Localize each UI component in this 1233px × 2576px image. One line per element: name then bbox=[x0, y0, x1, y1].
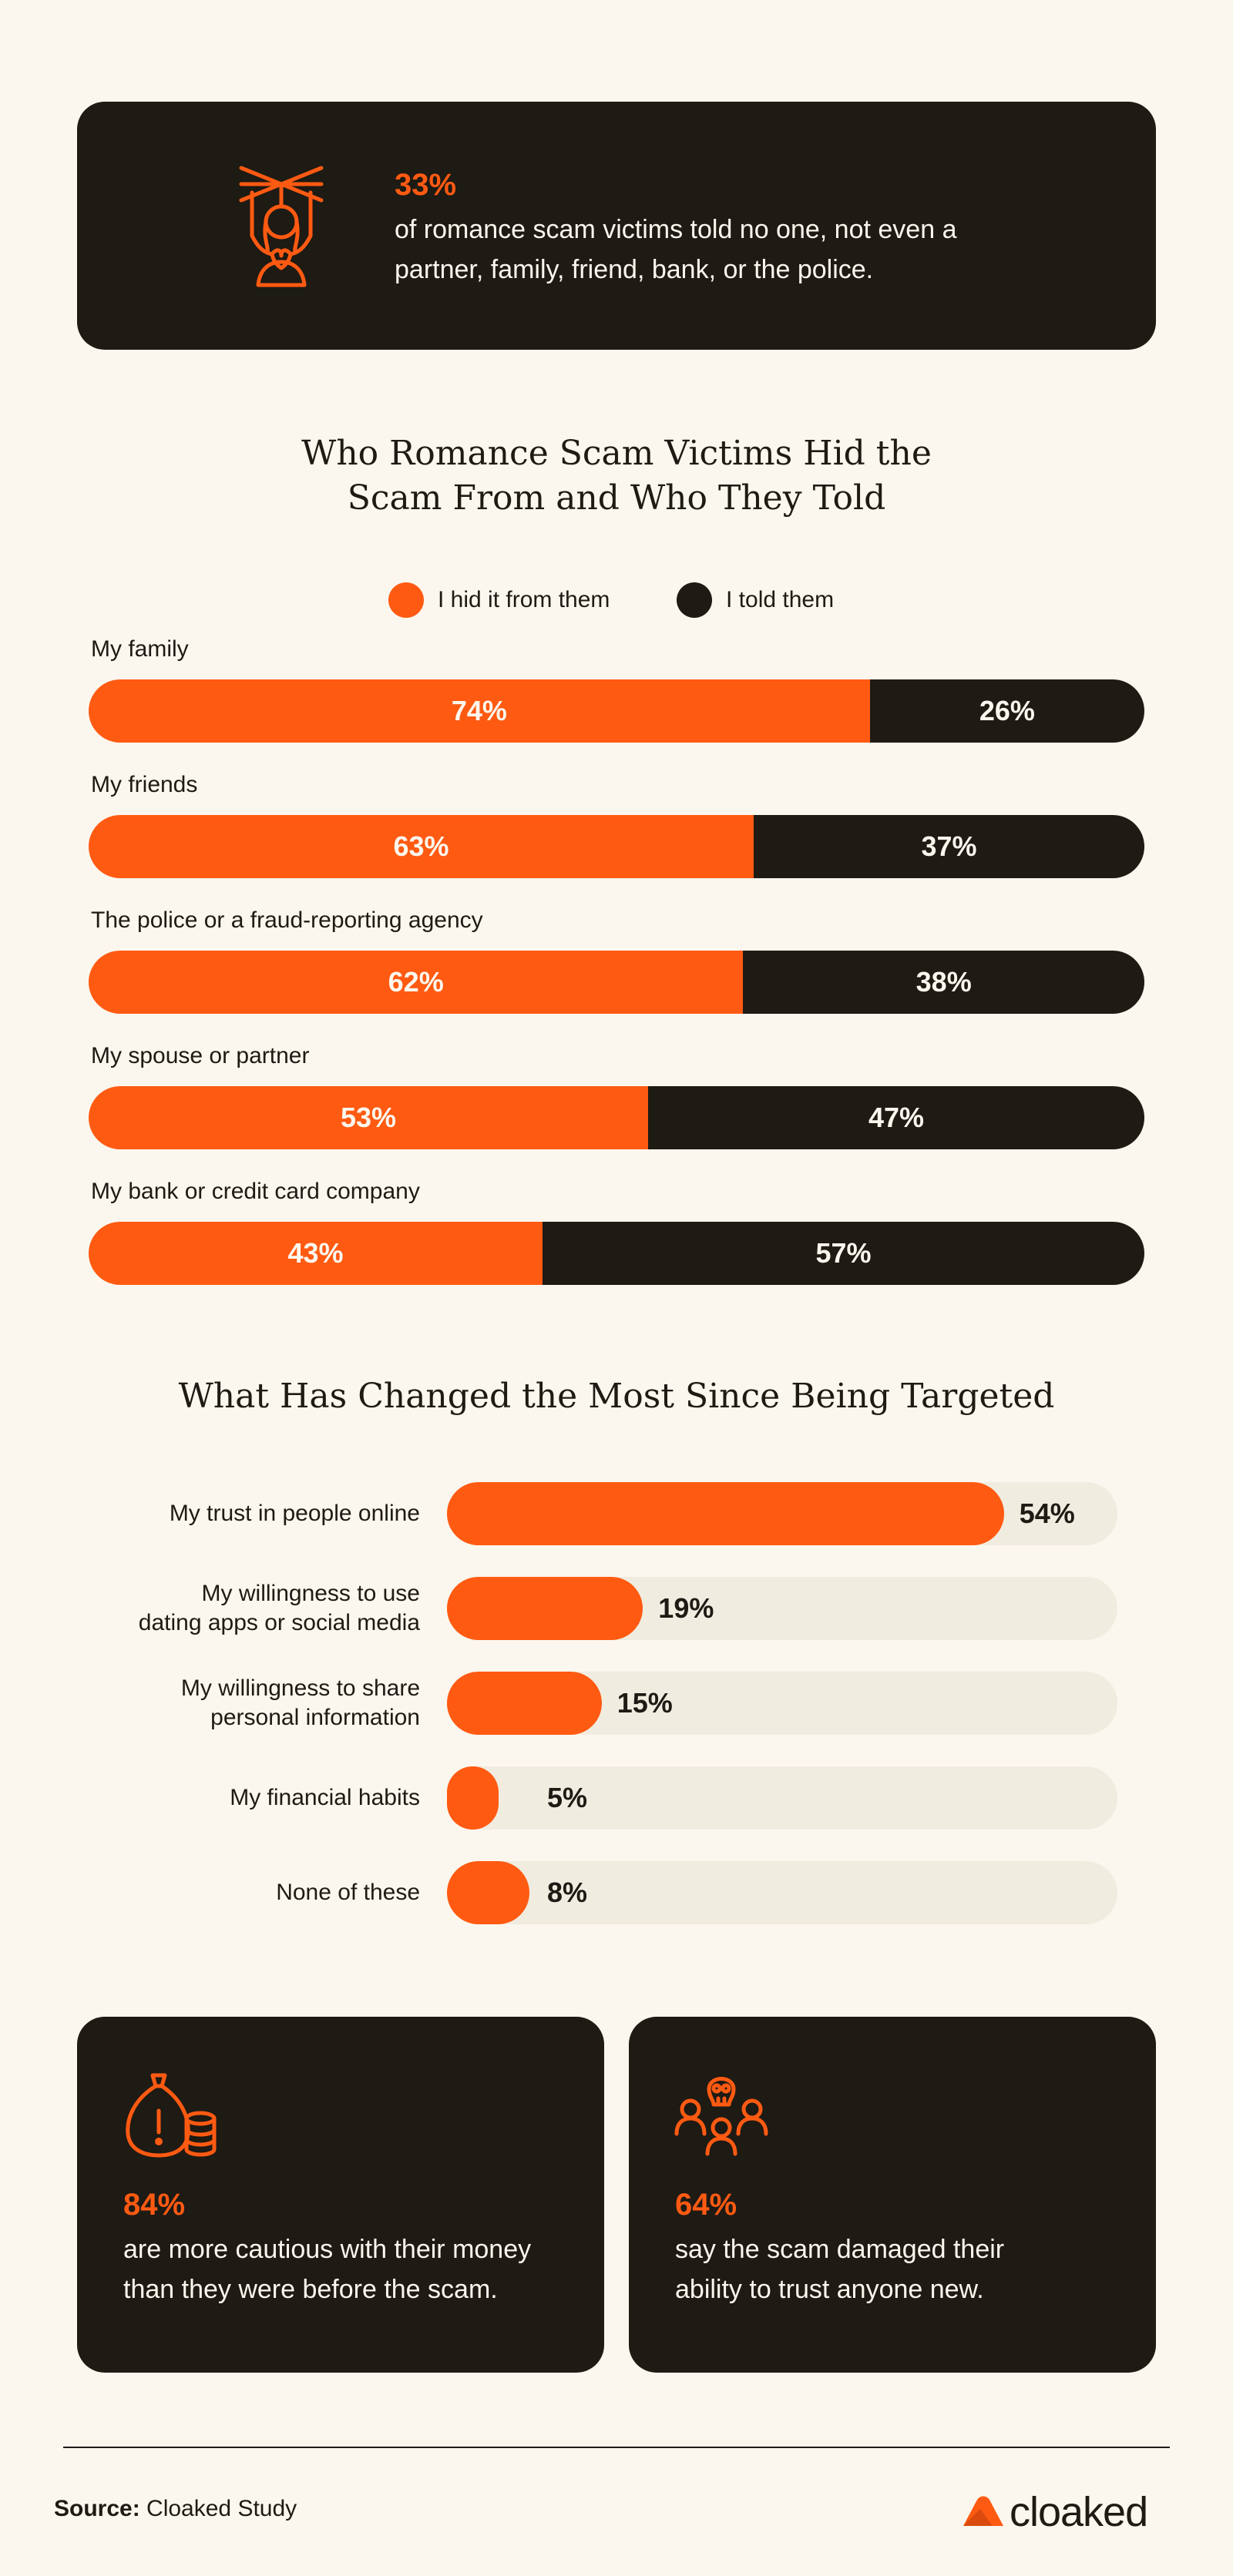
change-category-line: My financial habits bbox=[230, 1785, 420, 1810]
change-category-label: My financial habits bbox=[77, 1783, 420, 1813]
change-bar-track: 8% bbox=[447, 1861, 1117, 1924]
stacked-bar-row: 43% 57% bbox=[89, 1222, 1144, 1285]
cloaked-logo[interactable]: cloaked bbox=[962, 2488, 1148, 2536]
stacked-bar-row: 62% 38% bbox=[89, 951, 1144, 1014]
logo-text: cloaked bbox=[1010, 2489, 1148, 2535]
change-bar-fill bbox=[447, 1482, 1004, 1545]
trust-stat-card: 64% say the scam damaged their ability t… bbox=[629, 2017, 1156, 2373]
money-stat-line1: are more cautious with their money bbox=[123, 2235, 532, 2264]
change-bar-fill bbox=[447, 1672, 602, 1735]
legend-dot-told bbox=[677, 582, 712, 618]
change-bar-value: 19% bbox=[658, 1592, 714, 1624]
money-stat-percent: 84% bbox=[123, 2188, 186, 2222]
change-category-label: My willingness to use dating apps or soci… bbox=[77, 1579, 420, 1638]
change-bar-track: 54% bbox=[447, 1482, 1117, 1545]
change-bar-fill bbox=[447, 1766, 499, 1830]
chart1-title: Who Romance Scam Victims Hid the Scam Fr… bbox=[301, 434, 932, 518]
footer-divider bbox=[63, 2447, 1170, 2448]
money-stat-line2: than they were before the scam. bbox=[123, 2275, 498, 2304]
cloaked-logo-icon bbox=[963, 2496, 1003, 2526]
bar-segment-told: 37% bbox=[754, 815, 1144, 878]
stack-category-label: My family bbox=[91, 636, 189, 662]
stack-category-label: My friends bbox=[91, 772, 198, 797]
trust-stat-line2: ability to trust anyone new. bbox=[675, 2275, 984, 2304]
top-stat-percent: 33% bbox=[395, 168, 457, 202]
change-category-label: None of these bbox=[77, 1878, 420, 1907]
bar-segment-hid: 63% bbox=[89, 815, 754, 878]
trust-stat-percent: 64% bbox=[675, 2188, 737, 2222]
chart1-legend: I hid it from them I told them bbox=[0, 582, 1233, 621]
money-bag-coins-icon bbox=[126, 2073, 217, 2158]
change-category-line: My trust in people online bbox=[169, 1501, 420, 1526]
chart2-title: What Has Changed the Most Since Being Ta… bbox=[178, 1377, 1055, 1416]
change-category-line: personal information bbox=[210, 1705, 420, 1730]
bar-segment-hid: 53% bbox=[89, 1086, 649, 1149]
trust-stat-line1: say the scam damaged their bbox=[675, 2235, 1005, 2264]
change-bar-value: 8% bbox=[547, 1877, 588, 1908]
change-bar-value: 5% bbox=[547, 1782, 588, 1813]
change-category-line: My willingness to share bbox=[180, 1675, 420, 1701]
change-bar-track: 5% bbox=[447, 1766, 1117, 1830]
puppet-person-icon bbox=[239, 166, 324, 287]
stack-category-label: My spouse or partner bbox=[91, 1043, 310, 1068]
change-category-label: My trust in people online bbox=[77, 1499, 420, 1528]
bar-segment-told: 26% bbox=[869, 679, 1144, 743]
stacked-bar-row: 53% 47% bbox=[89, 1086, 1144, 1149]
bar-segment-hid: 74% bbox=[89, 679, 870, 743]
legend-item-hid: I hid it from them bbox=[388, 582, 610, 618]
legend-dot-hid bbox=[388, 582, 424, 618]
source-text: Cloaked Study bbox=[146, 2496, 297, 2521]
source-note: Source: Cloaked Study bbox=[54, 2496, 297, 2522]
top-stat-text: of romance scam victims told no one, not… bbox=[395, 215, 957, 284]
stacked-bar-row: 74% 26% bbox=[89, 679, 1144, 743]
stack-category-label: My bank or credit card company bbox=[91, 1179, 420, 1204]
change-bar-track: 15% bbox=[447, 1672, 1117, 1735]
top-stat-card: 33% of romance scam victims told no one,… bbox=[77, 102, 1156, 350]
bar-segment-told: 38% bbox=[743, 951, 1144, 1014]
bar-segment-told: 57% bbox=[543, 1222, 1144, 1285]
legend-label-hid: I hid it from them bbox=[438, 587, 610, 612]
change-bar-fill bbox=[447, 1861, 530, 1924]
change-bar-value: 54% bbox=[1019, 1498, 1075, 1529]
change-category-line: dating apps or social media bbox=[138, 1610, 420, 1635]
source-label: Source: bbox=[54, 2496, 140, 2521]
stack-category-label: The police or a fraud-reporting agency bbox=[91, 907, 483, 933]
skull-group-icon bbox=[674, 2077, 768, 2156]
change-category-label: My willingness to share personal informat… bbox=[77, 1674, 420, 1732]
change-bar-track: 19% bbox=[447, 1577, 1117, 1640]
change-bar-fill bbox=[447, 1577, 643, 1640]
change-bar-value: 15% bbox=[616, 1687, 673, 1719]
bar-segment-hid: 43% bbox=[89, 1222, 543, 1285]
legend-label-told: I told them bbox=[726, 587, 835, 612]
money-stat-card: 84% are more cautious with their money t… bbox=[77, 2017, 604, 2373]
bar-segment-hid: 62% bbox=[89, 951, 744, 1014]
change-category-line: My willingness to use bbox=[201, 1581, 420, 1606]
bar-segment-told: 47% bbox=[648, 1086, 1144, 1149]
legend-item-told: I told them bbox=[677, 582, 834, 618]
change-category-line: None of these bbox=[276, 1880, 420, 1905]
stacked-bar-row: 63% 37% bbox=[89, 815, 1144, 878]
